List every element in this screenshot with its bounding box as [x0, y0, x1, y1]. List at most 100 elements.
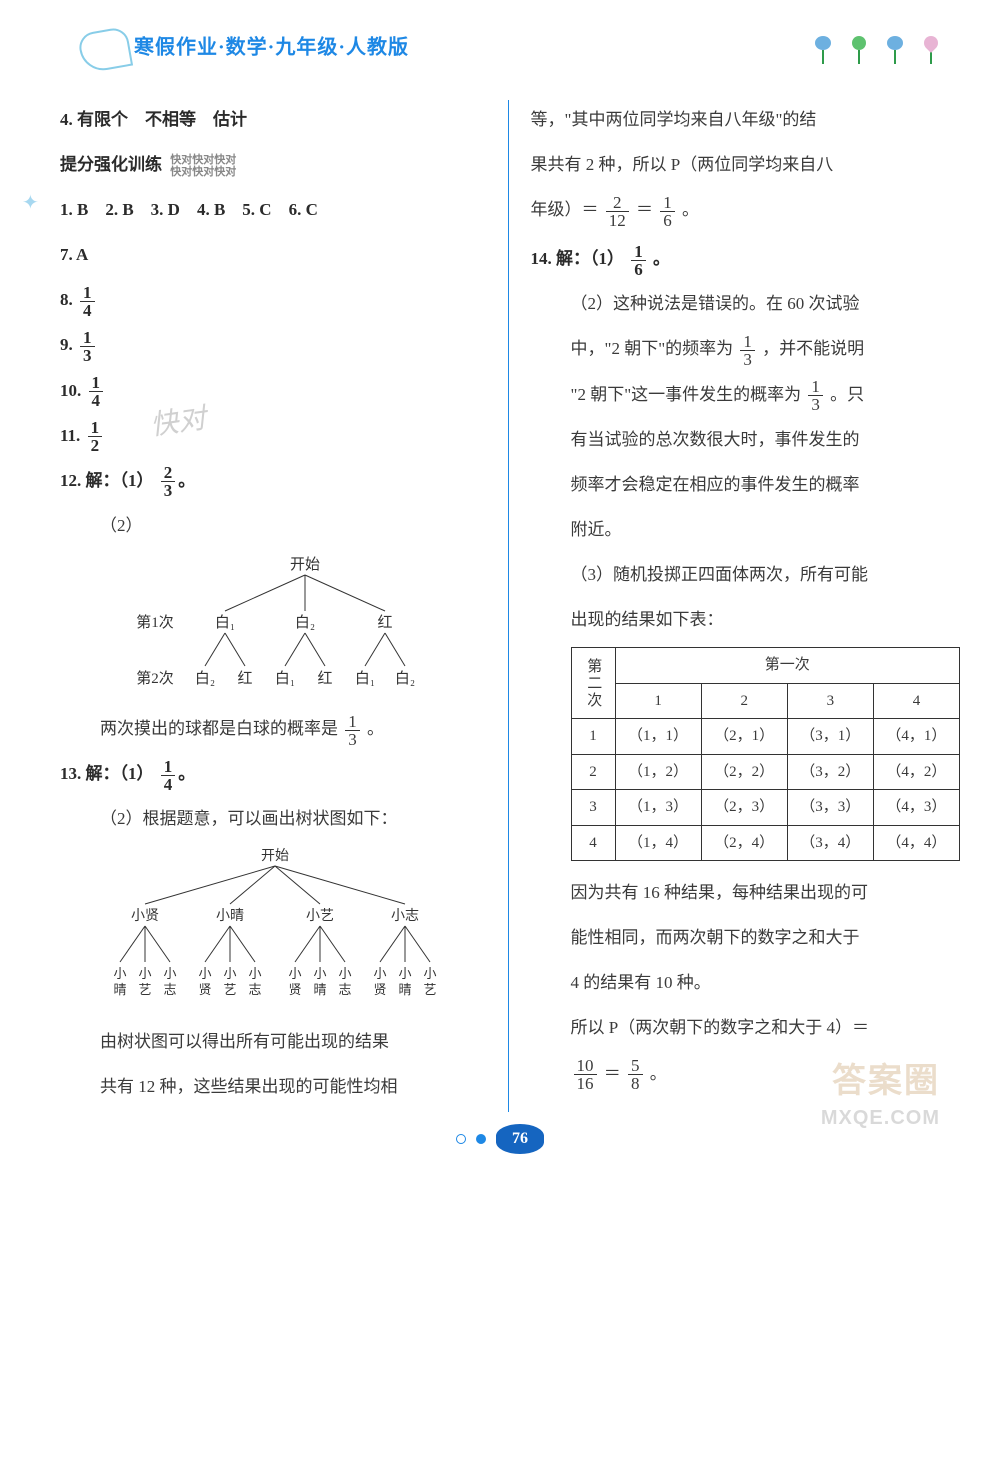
q4: 4. 有限个 不相等 估计 — [60, 100, 490, 139]
footer-dot-filled-icon — [476, 1134, 486, 1144]
svg-text:小: 小 — [223, 966, 236, 981]
watermark-cn: 答案圈 — [832, 1053, 940, 1102]
svg-text:小贤: 小贤 — [131, 908, 159, 924]
watermark-en: MXQE.COM — [821, 1107, 940, 1130]
q13: 13. 解：（1） 1 4 。 — [60, 754, 490, 793]
q8-frac: 1 4 — [80, 284, 95, 319]
svg-text:艺: 艺 — [223, 982, 236, 997]
svg-text:开始: 开始 — [290, 556, 320, 573]
svg-text:小晴: 小晴 — [216, 908, 244, 924]
right-column: 等，"其中两位同学均来自八年级"的结 果共有 2 种，所以 P（两位同学均来自八… — [509, 100, 961, 1112]
cont2: 果共有 2 种，所以 P（两位同学均来自八 — [531, 145, 961, 184]
svg-text:红: 红 — [377, 614, 392, 631]
q11-frac: 1 2 — [88, 419, 103, 454]
q13-part2: （2）根据题意，可以画出树状图如下： — [60, 799, 490, 838]
svg-text:志: 志 — [248, 982, 261, 997]
svg-text:贤: 贤 — [373, 982, 386, 997]
q13-frac: 1 4 — [161, 758, 176, 793]
svg-text:晴: 晴 — [113, 982, 126, 997]
svg-text:第1次: 第1次 — [136, 613, 174, 631]
outcome-table-wrap: 第二次 第一次 1 2 3 4 1 （1，1） （2，1） （3，1） — [531, 647, 961, 861]
doodle-flower-icon — [922, 36, 940, 64]
svg-text:志: 志 — [163, 982, 176, 997]
svg-text:志: 志 — [338, 982, 351, 997]
q12: 12. 解：（1） 2 3 。 — [60, 461, 490, 500]
p2b: 中，"2 朝下"的频率为 1 3 ，并不能说明 — [531, 329, 961, 368]
svg-text:晴: 晴 — [313, 982, 326, 997]
tree12-diagram: 开始 第1次 白₁ 白₂ 红 第2次 白₂ 红 — [105, 551, 445, 701]
q9-label: 9. — [60, 335, 73, 354]
svg-text:小: 小 — [138, 966, 151, 981]
svg-text:小: 小 — [288, 966, 301, 981]
q12-part2-label: （2） — [60, 506, 490, 545]
mc-answers: 1. B 2. B 3. D 4. B 5. C 6. C — [60, 190, 490, 229]
svg-text:红: 红 — [237, 670, 252, 687]
svg-text:白₂: 白₂ — [195, 670, 215, 687]
left-column: 4. 有限个 不相等 估计 提分强化训练 快对快对快对 快对快对快对 1. B … — [60, 100, 509, 1112]
svg-text:艺: 艺 — [423, 982, 436, 997]
svg-text:小: 小 — [113, 966, 126, 981]
svg-text:小: 小 — [423, 966, 436, 981]
doodle-tree-icon — [850, 36, 868, 64]
svg-text:开始: 开始 — [261, 848, 289, 864]
after2: 能性相同，而两次朝下的数字之和大于 — [531, 918, 961, 957]
header-left: 寒假作业·数学·九年级·人教版 — [80, 30, 409, 70]
corner-cell: 第二次 — [571, 648, 615, 719]
svg-text:小艺: 小艺 — [306, 908, 334, 924]
q12-conclusion: 两次摸出的球都是白球的概率是 1 3 。 — [60, 709, 490, 748]
p3b: 出现的结果如下表： — [531, 600, 961, 639]
svg-text:小志: 小志 — [391, 908, 419, 924]
table-row: 4 （1，4） （2，4） （3，4） （4，4） — [571, 825, 960, 861]
q9-frac: 1 3 — [80, 329, 95, 364]
q11: 11. 1 2 — [60, 416, 490, 455]
section-heading: 提分强化训练 快对快对快对 快对快对快对 — [60, 145, 490, 184]
q12-frac: 2 3 — [161, 464, 176, 499]
svg-text:白₂: 白₂ — [295, 614, 315, 631]
after3: 4 的结果有 10 种。 — [531, 963, 961, 1002]
q10-label: 10. — [60, 381, 81, 400]
q13-label: 13. 解：（1） — [60, 764, 154, 783]
svg-text:小: 小 — [338, 966, 351, 981]
p2e: 频率才会稳定在相应的事件发生的概率 — [531, 465, 961, 504]
doodle-blob2-icon — [886, 36, 904, 64]
svg-text:贤: 贤 — [288, 982, 301, 997]
q7: 7. A — [60, 235, 490, 274]
svg-text:红: 红 — [317, 670, 332, 687]
svg-text:小: 小 — [198, 966, 211, 981]
small-note: 快对快对快对 快对快对快对 — [170, 154, 236, 178]
p2c: "2 朝下"这一事件发生的概率为 1 3 。只 — [531, 375, 961, 414]
svg-text:小: 小 — [313, 966, 326, 981]
q13-concl2: 共有 12 种，这些结果出现的可能性均相 — [60, 1067, 490, 1106]
star-icon: ✦ — [22, 190, 39, 215]
outcome-table: 第二次 第一次 1 2 3 4 1 （1，1） （2，1） （3，1） — [571, 647, 961, 861]
q13-concl1: 由树状图可以得出所有可能出现的结果 — [60, 1022, 490, 1061]
page-number: 76 — [496, 1124, 544, 1154]
svg-text:小: 小 — [398, 966, 411, 981]
doodle-icons — [814, 36, 940, 64]
table-row: 1 （1，1） （2，1） （3，1） （4，1） — [571, 719, 960, 755]
svg-text:晴: 晴 — [398, 982, 411, 997]
col-nums: 1 2 3 4 — [571, 683, 960, 719]
page: 寒假作业·数学·九年级·人教版 ✦ 快对 4. 有限个 不相等 估计 提分强化训… — [0, 0, 1000, 1172]
p2a: （2）这种说法是错误的。在 60 次试验 — [531, 284, 961, 323]
after4: 所以 P（两次朝下的数字之和大于 4）＝ — [531, 1008, 961, 1047]
q14: 14. 解：（1） 1 6 。 — [531, 239, 961, 278]
table-row: 2 （1，2） （2，2） （3，2） （4，2） — [571, 754, 960, 790]
q11-label: 11. — [60, 426, 80, 445]
svg-text:艺: 艺 — [138, 982, 151, 997]
table-row: 3 （1，3） （2，3） （3，3） （4，3） — [571, 790, 960, 826]
svg-text:贤: 贤 — [198, 982, 211, 997]
col-header: 第一次 — [615, 648, 960, 684]
q12-label: 12. 解：（1） — [60, 471, 154, 490]
footer-dot-icon — [456, 1134, 466, 1144]
p3a: （3）随机投掷正四面体两次，所有可能 — [531, 555, 961, 594]
q8: 8. 1 4 — [60, 280, 490, 319]
q10-frac: 1 4 — [89, 374, 104, 409]
svg-text:小: 小 — [373, 966, 386, 981]
p2d: 有当试验的总次数很大时，事件发生的 — [531, 420, 961, 459]
cont3: 年级）＝ 2 12 ＝ 1 6 。 — [531, 190, 961, 229]
q8-label: 8. — [60, 290, 73, 309]
svg-text:第2次: 第2次 — [136, 669, 174, 687]
svg-text:小: 小 — [248, 966, 261, 981]
section-label: 提分强化训练 — [60, 155, 162, 174]
